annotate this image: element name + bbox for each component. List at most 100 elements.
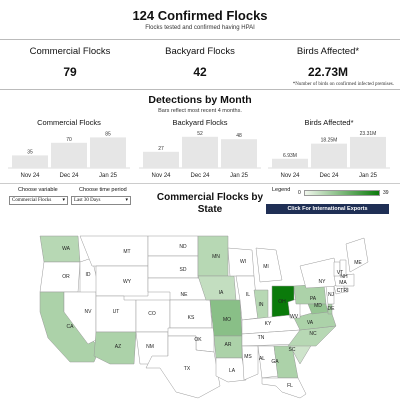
state-label: TX (184, 366, 191, 372)
chart-data-label: 35 (27, 149, 33, 155)
chart-data-label: 52 (197, 131, 203, 137)
state-label: MT (123, 249, 130, 255)
chart-category-label: Dec 24 (319, 173, 339, 179)
state-la[interactable] (215, 357, 247, 383)
state-label: LA (229, 368, 236, 374)
page-header: 124 Confirmed Flocks Flocks tested and c… (0, 0, 400, 40)
state-label: GA (271, 359, 279, 365)
variable-select-value: Commercial Flocks (12, 198, 52, 203)
detections-title: Detections by Month (148, 94, 252, 106)
chart-bar (90, 137, 126, 168)
state-ks[interactable] (169, 299, 213, 329)
state-label: NV (85, 309, 93, 315)
chart-birds-title: Birds Affected* (304, 118, 354, 127)
state-label: IN (259, 302, 264, 308)
kpi-row: Commercial Flocks 79 Backyard Flocks 42 … (0, 40, 400, 90)
chart-category-label: Nov 24 (280, 173, 300, 179)
state-label: WV (290, 314, 299, 320)
state-group: WA OR CA ID NV MT WY UT AZ CO NM ND SD NE KS OK TX MN IA MO… (39, 235, 369, 399)
kpi-commercial: Commercial Flocks 79 (10, 46, 130, 79)
chart-bar (12, 155, 48, 168)
chart-bar (221, 139, 257, 168)
state-label: AL (259, 356, 265, 362)
state-label: MO (223, 317, 231, 323)
state-label: CA (67, 324, 75, 330)
state-label: IA (219, 290, 224, 296)
kpi-birds-label: Birds Affected* (296, 46, 360, 57)
state-ms[interactable] (241, 345, 259, 381)
period-select-label: Choose time period (79, 187, 127, 193)
state-label: UT (113, 309, 120, 315)
page-subtitle: Flocks tested and confirmed having HPAI (145, 25, 255, 31)
state-label: DE (328, 306, 336, 312)
chart-data-label: 6.93M (283, 153, 297, 159)
chart-backyard-svg: 27 Nov 24 52 Dec 24 48 Jan 25 (139, 131, 261, 179)
chart-commercial-title: Commercial Flocks (37, 118, 101, 127)
chart-bar (272, 158, 308, 168)
kpi-backyard-label: Backyard Flocks (165, 46, 235, 57)
state-label: WY (123, 279, 132, 285)
chart-bar (350, 136, 386, 168)
chart-bar (143, 151, 179, 168)
state-label: TN (258, 335, 265, 341)
state-tx[interactable] (145, 335, 221, 399)
chart-data-label: 18.25M (321, 138, 338, 144)
state-label: IL (246, 292, 250, 298)
state-label: CT (337, 288, 344, 294)
chart-category-label: Jan 25 (99, 173, 118, 179)
state-label: OH (278, 299, 286, 305)
state-label: MA (339, 280, 347, 286)
kpi-backyard: Backyard Flocks 42 (140, 46, 260, 79)
state-ma[interactable] (333, 273, 355, 287)
period-select[interactable]: Last 30 Days ▾ (71, 196, 131, 205)
chart-backyard: Backyard Flocks 27 Nov 24 52 Dec 24 48 Jan 25 (139, 118, 261, 180)
page-title: 124 Confirmed Flocks (132, 8, 268, 23)
state-label: KY (265, 321, 272, 327)
state-wy[interactable] (95, 265, 149, 297)
state-nv[interactable] (63, 291, 97, 345)
state-label: OR (62, 274, 70, 280)
chart-category-label: Jan 25 (230, 173, 249, 179)
variable-select[interactable]: Commercial Flocks ▾ (9, 196, 68, 205)
chart-data-label: 23.31M (360, 131, 377, 137)
chart-data-label: 27 (158, 146, 164, 152)
state-label: MN (212, 254, 220, 260)
chart-category-label: Jan 25 (359, 173, 378, 179)
state-label: VT (337, 270, 343, 276)
state-label: CO (148, 311, 156, 317)
state-label: MI (263, 264, 269, 270)
us-state-map: WA OR CA ID NV MT WY UT AZ CO NM ND SD NE KS OK TX MN IA MO… (39, 235, 369, 399)
state-label: NE (181, 292, 189, 298)
state-label: AR (225, 342, 232, 348)
state-label: OK (194, 337, 202, 343)
international-exports-button[interactable]: Click For International Exports (266, 204, 389, 214)
period-select-value: Last 30 Days (74, 198, 101, 203)
state-label: RI (344, 288, 349, 294)
detections-subtitle: Bars reflect most recent 4 months. (158, 108, 242, 114)
state-nh[interactable] (339, 259, 347, 277)
state-me[interactable] (345, 237, 369, 273)
state-sd[interactable] (147, 255, 199, 279)
legend-label: Legend (272, 187, 291, 193)
state-label: VA (307, 320, 314, 326)
state-label: ME (354, 260, 362, 266)
chart-category-label: Nov 24 (151, 173, 171, 179)
chart-data-label: 70 (66, 137, 72, 143)
state-label: NM (146, 344, 154, 350)
state-az[interactable] (93, 331, 137, 365)
state-wa[interactable] (39, 235, 81, 263)
state-label: NH (340, 274, 348, 280)
state-mt[interactable] (79, 235, 149, 267)
variable-select-label: Choose variable (18, 187, 58, 193)
state-nd[interactable] (147, 235, 199, 257)
state-ri[interactable] (343, 287, 349, 293)
state-or[interactable] (39, 261, 81, 293)
chevron-down-icon: ▾ (62, 198, 65, 203)
state-fl[interactable] (261, 377, 307, 399)
chart-category-label: Nov 24 (20, 173, 40, 179)
legend-max: 39 (383, 190, 389, 196)
state-mi[interactable] (255, 247, 283, 283)
state-label: SC (289, 347, 296, 353)
state-label: MD (314, 303, 322, 309)
kpi-birds: Birds Affected* 22.73M (268, 46, 388, 79)
